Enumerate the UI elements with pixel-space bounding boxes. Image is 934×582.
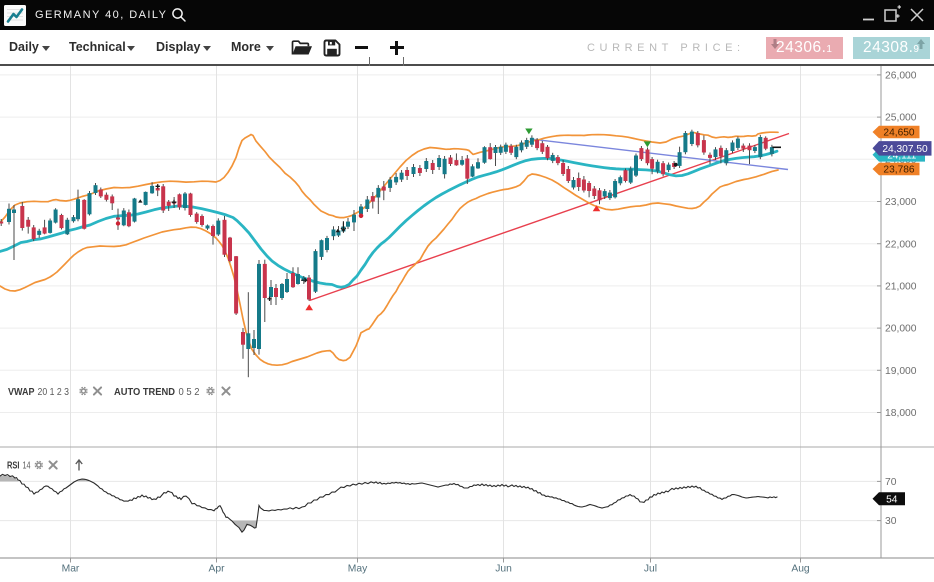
svg-text:Apr: Apr <box>208 564 225 575</box>
svg-text:20,000: 20,000 <box>885 324 917 335</box>
svg-text:20 1 2 3: 20 1 2 3 <box>38 387 70 398</box>
svg-text:AUTO TREND: AUTO TREND <box>114 387 175 398</box>
svg-text:May: May <box>348 564 368 575</box>
svg-text:24,307.50: 24,307.50 <box>882 144 928 155</box>
svg-text:25,000: 25,000 <box>885 113 917 124</box>
svg-text:70: 70 <box>885 477 897 488</box>
svg-text:23,786: 23,786 <box>883 165 914 176</box>
svg-text:Aug: Aug <box>791 564 810 575</box>
svg-text:22,000: 22,000 <box>885 239 917 250</box>
svg-text:26,000: 26,000 <box>885 71 917 82</box>
svg-text:30: 30 <box>885 516 897 527</box>
svg-text:VWAP: VWAP <box>8 387 35 398</box>
svg-text:19,000: 19,000 <box>885 366 917 377</box>
svg-text:54: 54 <box>886 494 898 505</box>
svg-text:14: 14 <box>23 461 31 472</box>
svg-text:Jun: Jun <box>495 564 512 575</box>
svg-text:Mar: Mar <box>62 564 80 575</box>
svg-text:24,650: 24,650 <box>883 128 914 139</box>
svg-text:24,111: 24,111 <box>887 150 917 161</box>
svg-text:Jul: Jul <box>644 564 657 575</box>
svg-text:RSI: RSI <box>7 461 20 472</box>
svg-text:21,000: 21,000 <box>885 282 917 293</box>
svg-text:18,000: 18,000 <box>885 408 917 419</box>
svg-text:0 5 2: 0 5 2 <box>179 387 200 398</box>
svg-text:23,000: 23,000 <box>885 197 917 208</box>
